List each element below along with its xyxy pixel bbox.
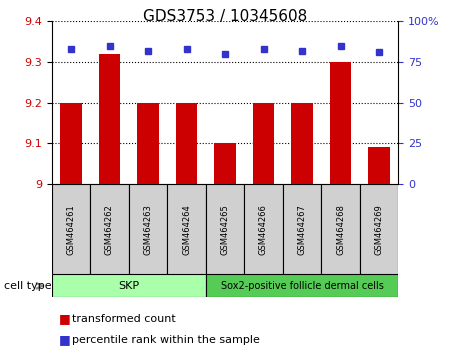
Text: Sox2-positive follicle dermal cells: Sox2-positive follicle dermal cells: [220, 281, 383, 291]
Bar: [253, 103, 274, 184]
Text: GSM464262: GSM464262: [105, 204, 114, 255]
FancyBboxPatch shape: [52, 274, 206, 297]
FancyBboxPatch shape: [206, 274, 398, 297]
Bar: [292, 103, 313, 184]
Text: GSM464266: GSM464266: [259, 204, 268, 255]
FancyBboxPatch shape: [90, 184, 129, 274]
FancyBboxPatch shape: [206, 184, 244, 274]
Bar: [60, 103, 81, 184]
Bar: [137, 103, 158, 184]
Text: GDS3753 / 10345608: GDS3753 / 10345608: [143, 9, 307, 24]
FancyBboxPatch shape: [283, 184, 321, 274]
Text: percentile rank within the sample: percentile rank within the sample: [72, 335, 260, 345]
Text: ■: ■: [58, 333, 70, 346]
FancyBboxPatch shape: [129, 184, 167, 274]
Text: GSM464268: GSM464268: [336, 204, 345, 255]
Bar: [99, 54, 120, 184]
Bar: [369, 148, 390, 184]
FancyBboxPatch shape: [167, 184, 206, 274]
Text: cell type: cell type: [4, 281, 52, 291]
Text: transformed count: transformed count: [72, 314, 176, 324]
Bar: [214, 143, 236, 184]
Text: ■: ■: [58, 312, 70, 325]
Text: GSM464263: GSM464263: [144, 204, 153, 255]
FancyBboxPatch shape: [360, 184, 398, 274]
Bar: [176, 103, 197, 184]
Text: SKP: SKP: [118, 281, 140, 291]
FancyBboxPatch shape: [244, 184, 283, 274]
Text: GSM464265: GSM464265: [220, 204, 230, 255]
Text: GSM464264: GSM464264: [182, 204, 191, 255]
Text: GSM464269: GSM464269: [374, 204, 383, 255]
Bar: [330, 62, 351, 184]
Text: GSM464261: GSM464261: [67, 204, 76, 255]
Text: GSM464267: GSM464267: [297, 204, 306, 255]
FancyBboxPatch shape: [52, 184, 90, 274]
FancyBboxPatch shape: [321, 184, 360, 274]
